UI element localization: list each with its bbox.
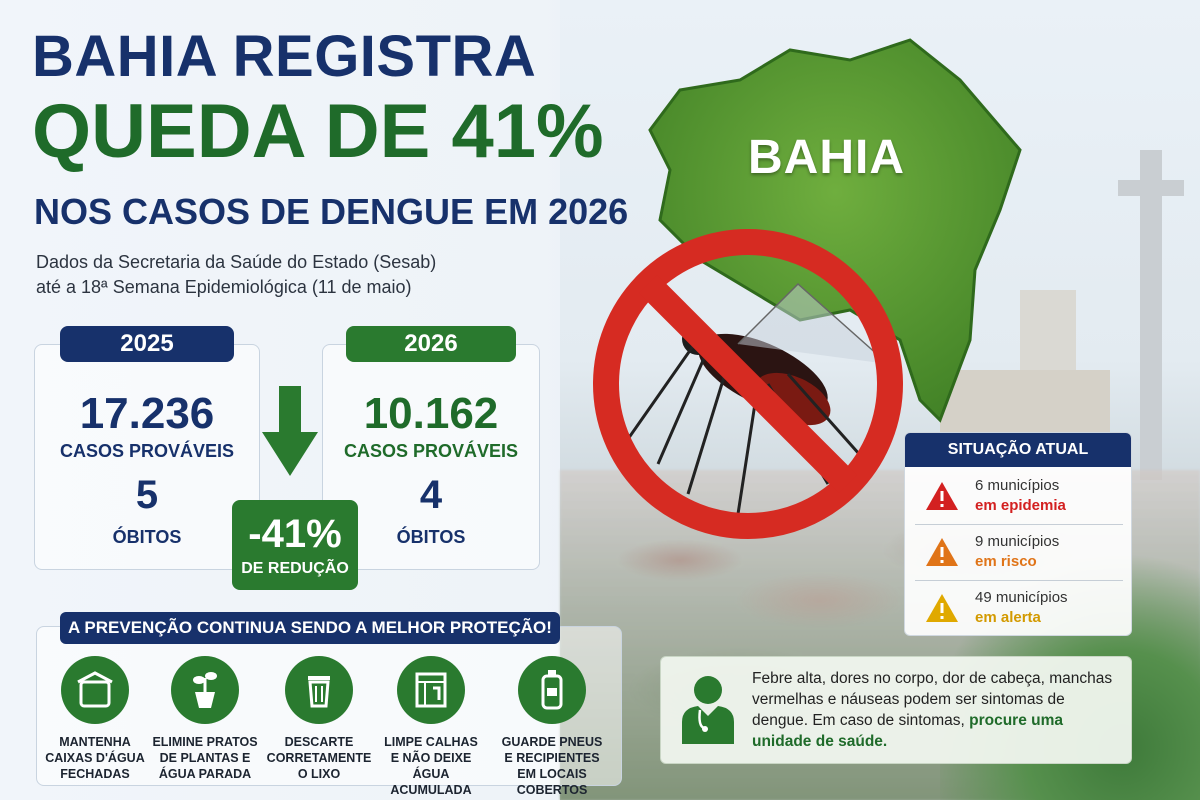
situation-panel: SITUAÇÃO ATUAL 6 municípios em epidemia … (904, 432, 1132, 636)
reduction-badge: -41% DE REDUÇÃO (232, 500, 358, 590)
deaths-label-2026: ÓBITOS (396, 527, 466, 547)
tip-text: CORRETAMENTE (266, 751, 372, 765)
headline-line1: BAHIA REGISTRA (32, 24, 537, 89)
deaths-2026: 4 (419, 473, 443, 517)
trash-can-icon (285, 656, 353, 724)
tip-text: ÁGUA ACUMULADA (390, 767, 472, 797)
tip-water-tank: MANTENHA CAIXAS D'ÁGUA FECHADAS (36, 656, 154, 782)
tip-text: EM LOCAIS COBERTOS (516, 767, 588, 797)
map-label: BAHIA (748, 131, 905, 184)
situation-title: SITUAÇÃO ATUAL (905, 433, 1131, 467)
warning-icon (926, 594, 958, 622)
headline-line3: NOS CASOS DE DENGUE EM 2026 (34, 191, 629, 232)
tip-text: FECHADAS (60, 767, 130, 781)
reduction-value: -41% (248, 512, 342, 556)
symptoms-highlight: procure uma unidade de saúde. (752, 712, 1064, 750)
symptoms-body: Febre alta, dores no corpo, dor de cabeç… (752, 670, 1113, 729)
cases-2025: 17.236 (79, 389, 215, 438)
plant-pot-icon (171, 656, 239, 724)
warning-icon (926, 482, 958, 510)
source-line2: até a 18ª Semana Epidemiológica (11 de m… (36, 277, 412, 297)
gutter-icon (397, 656, 465, 724)
tip-text: ELIMINE PRATOS (152, 735, 258, 749)
year-badge-2026: 2026 (346, 326, 516, 362)
situation-row-alert: 49 municípios em alerta (905, 581, 1133, 635)
symptoms-panel (660, 656, 1132, 764)
tip-text: ÁGUA PARADA (158, 767, 252, 781)
stats-card-2026: 10.162 CASOS PROVÁVEIS 4 ÓBITOS (322, 344, 540, 570)
deaths-label-2025: ÓBITOS (112, 527, 182, 547)
situation-status: em risco (975, 553, 1037, 570)
tip-text: GUARDE PNEUS (501, 735, 603, 749)
bahia-map (648, 38, 1022, 423)
reduction-label: DE REDUÇÃO (241, 560, 349, 577)
bottle-icon (518, 656, 586, 724)
tip-text: LIMPE CALHAS (384, 735, 478, 749)
doctor-icon (682, 676, 734, 744)
symptoms-text: Febre alta, dores no corpo, dor de cabeç… (752, 668, 1120, 752)
tip-text: MANTENHA (59, 735, 131, 749)
situation-row-epidemic: 6 municípios em epidemia (905, 469, 1133, 523)
headline-line2: QUEDA DE 41% (32, 89, 604, 174)
tip-text: DE PLANTAS E (159, 751, 251, 765)
cross-arm (1118, 180, 1184, 196)
source-line1: Dados da Secretaria da Saúde do Estado (… (36, 252, 437, 272)
warning-icon (926, 538, 958, 566)
water-tank-icon (61, 656, 129, 724)
tip-gutter: LIMPE CALHAS E NÃO DEIXE ÁGUA ACUMULADA (372, 656, 490, 798)
tip-trash-can: DESCARTE CORRETAMENTE O LIXO (260, 656, 378, 782)
tip-text: E NÃO DEIXE (390, 751, 472, 765)
source-note: Dados da Secretaria da Saúde do Estado (… (36, 250, 556, 300)
situation-count: 6 municípios (975, 477, 1060, 494)
tip-text: O LIXO (297, 767, 341, 781)
cases-label-2026: CASOS PROVÁVEIS (343, 441, 519, 461)
situation-count: 9 municípios (975, 533, 1060, 550)
prevention-title: A PREVENÇÃO CONTINUA SENDO A MELHOR PROT… (60, 612, 560, 644)
situation-row-risk: 9 municípios em risco (905, 525, 1133, 579)
situation-count: 49 municípios (975, 589, 1068, 606)
divider (915, 524, 1123, 525)
situation-status: em epidemia (975, 497, 1066, 514)
tip-plant-pot: ELIMINE PRATOS DE PLANTAS E ÁGUA PARADA (146, 656, 264, 782)
tip-text: E RECIPIENTES (504, 751, 600, 765)
down-arrow-icon (262, 386, 318, 476)
cases-2026: 10.162 (363, 389, 499, 438)
no-mosquito-icon (593, 229, 903, 539)
cases-label-2025: CASOS PROVÁVEIS (59, 441, 235, 461)
year-badge-2025: 2025 (60, 326, 234, 362)
divider (915, 580, 1123, 581)
situation-status: em alerta (975, 609, 1041, 626)
deaths-2025: 5 (135, 473, 159, 517)
cross-monument (1140, 150, 1162, 480)
tip-text: CAIXAS D'ÁGUA (45, 751, 145, 765)
tip-bottle: GUARDE PNEUS E RECIPIENTES EM LOCAIS COB… (484, 656, 620, 798)
stats-card-2025: 17.236 CASOS PROVÁVEIS 5 ÓBITOS (34, 344, 260, 570)
tip-text: DESCARTE (284, 735, 354, 749)
